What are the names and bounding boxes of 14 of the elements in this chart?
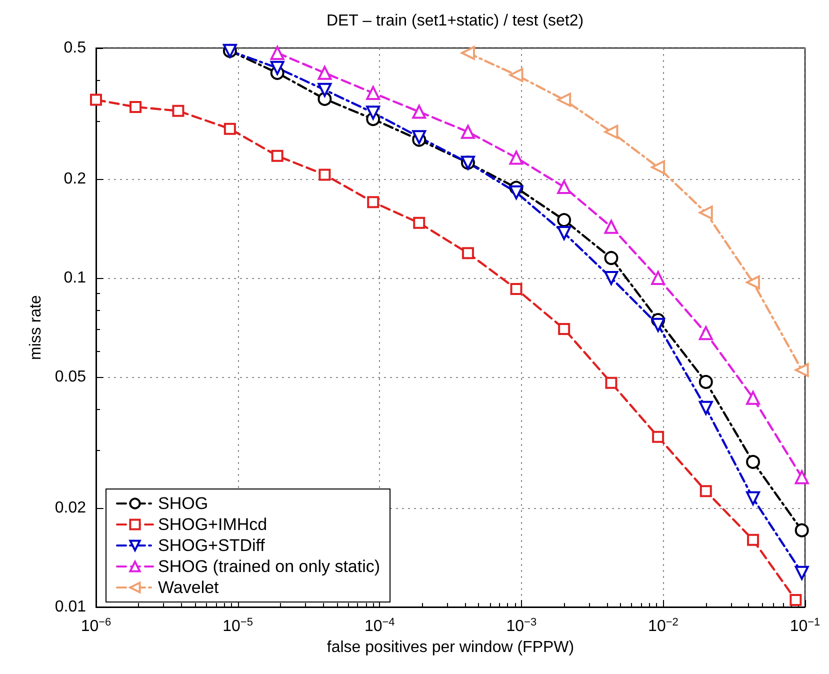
chart-title: DET – train (set1+static) / test (set2) (326, 12, 584, 30)
legend-label: SHOG+IMHcd (158, 515, 268, 534)
x-axis-title: false positives per window (FPPW) (326, 638, 574, 656)
y-tick-label: 0.5 (64, 40, 86, 56)
y-tick-label: 0.05 (54, 368, 86, 386)
y-tick-label: 0.02 (54, 499, 86, 516)
y-tick-label: 0.1 (64, 269, 86, 286)
legend-label: Wavelet (158, 578, 220, 597)
legend-label: SHOG (trained on only static) (158, 557, 380, 576)
y-axis-title: miss rate (27, 294, 44, 360)
y-tick-label: 0.2 (64, 170, 86, 188)
legend-label: SHOG (158, 494, 208, 513)
y-tick-label: 0.01 (54, 598, 86, 616)
legend-label: SHOG+STDiff (158, 536, 266, 555)
